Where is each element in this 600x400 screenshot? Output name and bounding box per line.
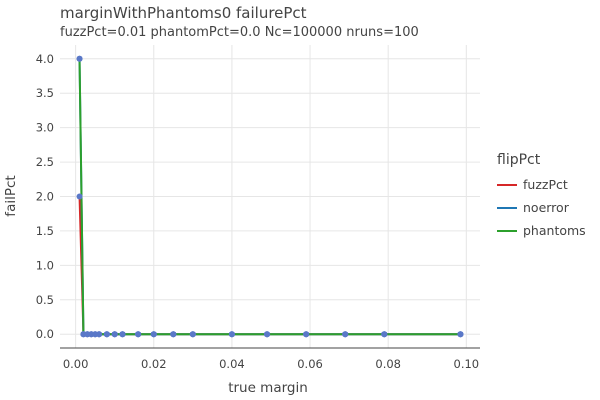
y-tick-label: 2.5 — [36, 155, 54, 169]
data-point-phantoms — [135, 331, 142, 338]
data-point-phantoms — [150, 331, 157, 338]
y-tick-label: 1.5 — [36, 224, 54, 238]
y-tick-label: 4.0 — [36, 52, 54, 66]
x-tick-label: 0.10 — [454, 357, 480, 371]
legend-label-phantoms: phantoms — [523, 223, 586, 238]
data-point-phantoms — [189, 331, 196, 338]
data-point-phantoms — [381, 331, 388, 338]
y-tick-label: 1.0 — [36, 258, 54, 272]
data-point-phantoms — [76, 55, 83, 62]
data-point-fuzzPct — [76, 193, 83, 200]
data-point-phantoms — [228, 331, 235, 338]
x-tick-label: 0.06 — [297, 357, 323, 371]
series-markers — [76, 55, 464, 338]
x-axis-title: true margin — [228, 380, 308, 396]
data-point-phantoms — [264, 331, 271, 338]
y-tick-labels: 0.0 0.5 1.0 1.5 2.0 2.5 3.0 3.5 4.0 — [36, 52, 54, 341]
x-tick-label: 0.08 — [375, 357, 401, 371]
data-point-phantoms — [96, 331, 103, 338]
data-point-phantoms — [119, 331, 126, 338]
chart-title: marginWithPhantoms0 failurePct — [60, 4, 307, 22]
legend-label-fuzzPct: fuzzPct — [523, 177, 568, 192]
data-point-phantoms — [103, 331, 110, 338]
grid-lines — [60, 45, 480, 348]
x-tick-label: 0.00 — [63, 357, 89, 371]
data-point-phantoms — [170, 331, 177, 338]
y-tick-label: 0.5 — [36, 293, 54, 307]
data-point-phantoms — [111, 331, 118, 338]
y-tick-label: 3.0 — [36, 121, 54, 135]
x-tick-label: 0.04 — [219, 357, 245, 371]
y-axis-title: failPct — [3, 175, 19, 216]
x-tick-label: 0.02 — [141, 357, 167, 371]
legend: flipPct fuzzPct noerror phantoms — [497, 152, 586, 238]
data-point-phantoms — [342, 331, 349, 338]
x-tick-labels: 0.00 0.02 0.04 0.06 0.08 0.10 — [63, 357, 479, 371]
legend-title: flipPct — [497, 152, 541, 168]
data-point-phantoms — [303, 331, 310, 338]
chart-subtitle: fuzzPct=0.01 phantomPct=0.0 Nc=100000 nr… — [60, 25, 419, 40]
y-tick-label: 0.0 — [36, 327, 54, 341]
data-point-phantoms — [457, 331, 464, 338]
y-tick-label: 2.0 — [36, 190, 54, 204]
y-tick-label: 3.5 — [36, 86, 54, 100]
legend-label-noerror: noerror — [523, 200, 570, 215]
